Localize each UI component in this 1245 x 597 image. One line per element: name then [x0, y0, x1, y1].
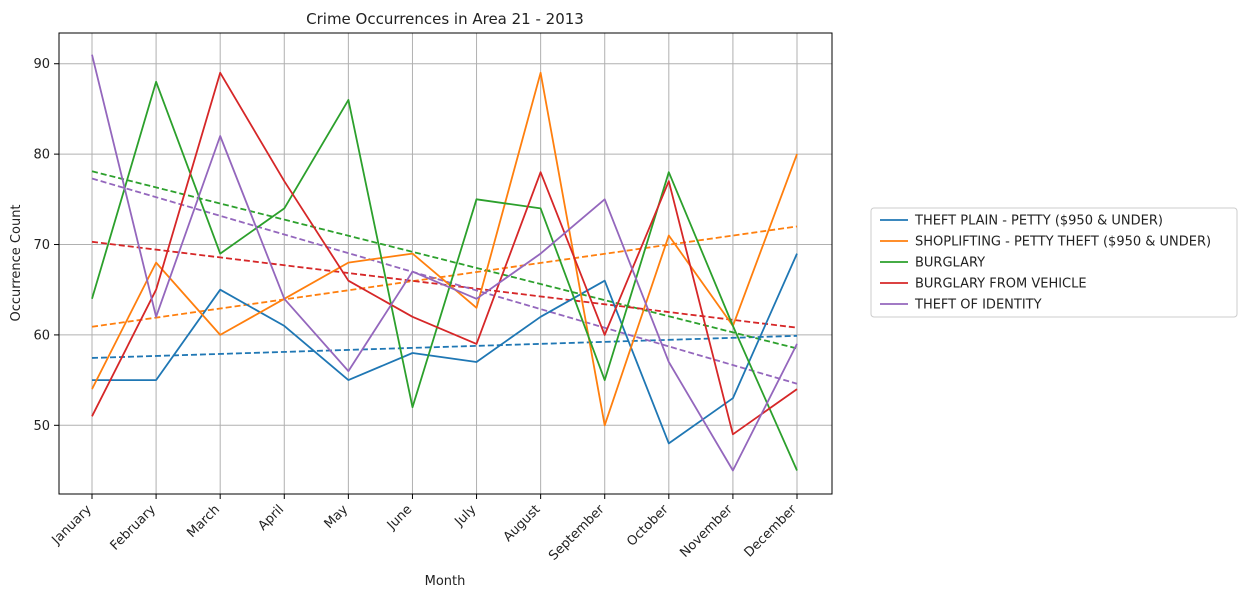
legend-entry-label: BURGLARY: [915, 256, 985, 271]
x-axis-label: Month: [425, 574, 466, 589]
legend-entry-label: BURGLARY FROM VEHICLE: [915, 277, 1087, 292]
y-tick-label: 90: [33, 57, 50, 72]
legend: THEFT PLAIN - PETTY ($950 & UNDER) SHOPLI…: [870, 207, 1238, 318]
series-line-1: [92, 253, 798, 445]
y-tick-label: 60: [33, 328, 50, 343]
series-line-3: [91, 80, 798, 471]
series-line-4: [91, 71, 798, 436]
x-tick-label: March: [184, 502, 223, 541]
x-tick-label: April: [255, 502, 287, 534]
x-tick-label: October: [624, 502, 672, 550]
x-tick-label: September: [546, 502, 608, 564]
series-line-5: [91, 54, 798, 472]
x-tick-label: January: [49, 502, 95, 548]
x-tick-label: June: [384, 502, 415, 533]
y-axis-label: Occurrence Count: [9, 204, 24, 321]
x-tick-label: February: [108, 502, 160, 554]
legend-entry-label: SHOPLIFTING - PETTY THEFT ($950 & UNDER): [915, 235, 1211, 250]
legend-entry-label: THEFT PLAIN - PETTY ($950 & UNDER): [914, 214, 1163, 229]
x-tick-label: December: [742, 502, 801, 561]
plot-area-frame: [58, 32, 833, 495]
trend-line-series-3: [91, 170, 798, 350]
x-tick-label: May: [322, 502, 352, 532]
x-tick-label: July: [452, 502, 480, 530]
series-line-2: [91, 71, 798, 427]
chart-title: Crime Occurrences in Area 21 - 2013: [306, 10, 584, 28]
y-tick-label: 80: [33, 148, 50, 163]
y-tick-label: 70: [33, 238, 50, 253]
legend-entry-label: THEFT OF IDENTITY: [914, 298, 1042, 313]
trend-line-series-2: [91, 225, 798, 328]
trend-line-series-5: [91, 177, 798, 385]
trend-line-series-1: [91, 334, 798, 359]
legend-frame: [870, 207, 1238, 318]
x-tick-label: November: [677, 502, 736, 561]
y-tick-label: 50: [33, 419, 50, 434]
x-tick-label: August: [501, 502, 544, 545]
